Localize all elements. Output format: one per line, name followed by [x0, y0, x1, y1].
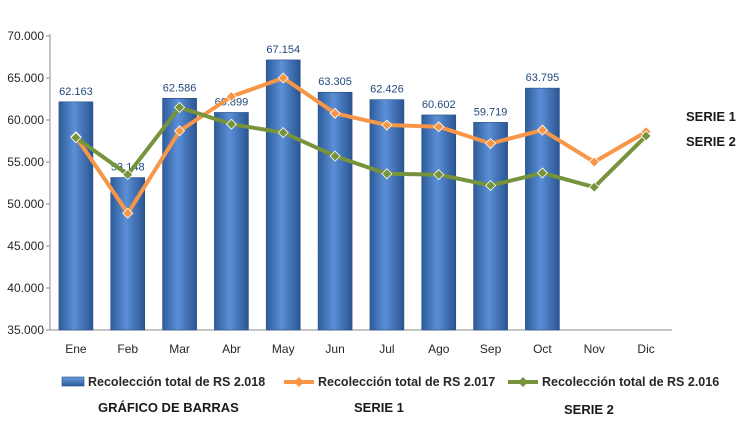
x-tick-label: Feb: [117, 342, 138, 356]
bar-data-label: 60.899: [215, 96, 249, 108]
line-series-1: [70, 72, 652, 219]
x-tick-label: Jun: [325, 342, 344, 356]
series-line: [73, 76, 649, 216]
line-series-2: [70, 101, 652, 193]
x-tick-label: Ene: [65, 342, 87, 356]
line-series: [70, 72, 652, 219]
y-tick-label: 55.000: [7, 155, 44, 169]
series-marker: [588, 181, 600, 193]
bar-data-labels: 62.16353.14862.58660.89967.15463.30562.4…: [59, 44, 559, 174]
bar: [317, 91, 353, 331]
series-marker: [277, 127, 289, 139]
series-marker: [122, 207, 134, 219]
legend-label: Recolección total de RS 2.018: [88, 375, 265, 389]
bar-data-label: 60.602: [422, 99, 456, 111]
x-axis: Ene Feb Mar Abr May Jun Jul Ago Sep Oct Nov Dic: [50, 329, 672, 356]
bar: [369, 99, 405, 331]
bar-data-label: 63.795: [526, 72, 560, 84]
serie1-tag: SERIE 1: [686, 109, 736, 124]
series-marker: [277, 72, 289, 84]
bar-data-label: 62.426: [370, 84, 404, 96]
legend-item-3: Recolección total de RS 2.016: [508, 375, 719, 389]
bar-series: [58, 59, 560, 331]
x-tick-label: Oct: [533, 342, 552, 356]
x-tick-label: Jul: [379, 342, 394, 356]
x-tick-label: May: [272, 342, 295, 356]
series-marker: [640, 130, 652, 142]
y-tick-label: 45.000: [7, 239, 44, 253]
legend-label: Recolección total de RS 2.016: [542, 375, 719, 389]
y-tick-label: 70.000: [7, 29, 44, 43]
series-marker: [588, 156, 600, 168]
legend-label: Recolección total de RS 2.017: [318, 375, 495, 389]
series-marker: [485, 137, 497, 150]
caption-serie2: SERIE 2: [564, 402, 614, 417]
x-tick-label: Mar: [169, 342, 190, 356]
x-tick-label: Nov: [584, 342, 605, 356]
bar-data-label: 63.305: [318, 76, 352, 88]
series-marker: [485, 179, 497, 192]
x-tick-label: Abr: [222, 342, 241, 356]
legend-swatch-marker: [518, 377, 528, 387]
legend-swatch-marker: [294, 377, 304, 387]
y-tick-label: 60.000: [7, 113, 44, 127]
caption-bars: GRÁFICO DE BARRAS: [98, 400, 239, 415]
bar: [110, 177, 146, 331]
legend: Recolección total de RS 2.018 Recolección…: [61, 375, 719, 389]
bar-data-label: 62.586: [163, 82, 197, 94]
x-tick-label: Sep: [480, 342, 502, 356]
bar: [473, 122, 508, 331]
series-marker: [174, 125, 186, 137]
bar-data-label: 67.154: [266, 44, 300, 56]
legend-swatch-bar: [61, 376, 85, 387]
bar: [265, 59, 301, 331]
bar: [214, 112, 249, 331]
legend-item-2: Recolección total de RS 2.017: [284, 375, 495, 389]
series-marker: [174, 101, 186, 113]
y-tick-label: 35.000: [7, 323, 44, 337]
series-marker: [329, 150, 341, 162]
bar: [421, 114, 457, 331]
series-marker: [433, 169, 445, 181]
series-marker: [381, 168, 393, 180]
series-marker: [122, 169, 134, 181]
bar: [525, 87, 560, 331]
y-tick-label: 65.000: [7, 71, 44, 85]
series-marker: [329, 107, 341, 119]
serie2-tag: SERIE 2: [686, 134, 736, 149]
series-marker: [225, 118, 237, 130]
x-tick-label: Ago: [428, 342, 450, 356]
y-tick-label: 40.000: [7, 281, 44, 295]
bar: [162, 97, 197, 331]
y-axis: 35.000 40.000 45.000 50.000 55.000 60.000 65.0…: [7, 29, 51, 337]
series-marker: [70, 132, 82, 144]
series-marker: [381, 119, 393, 131]
x-tick-label: Dic: [637, 342, 654, 356]
legend-item-1: Recolección total de RS 2.018: [61, 375, 265, 389]
series-marker: [433, 121, 445, 133]
bar-data-label: 59.719: [474, 106, 508, 118]
y-tick-label: 50.000: [7, 197, 44, 211]
series-marker: [536, 167, 548, 179]
series-line: [73, 105, 649, 190]
series-marker: [225, 90, 237, 103]
bar-data-label: 62.163: [59, 86, 93, 98]
series-marker: [536, 124, 548, 136]
caption-serie1: SERIE 1: [354, 400, 404, 415]
